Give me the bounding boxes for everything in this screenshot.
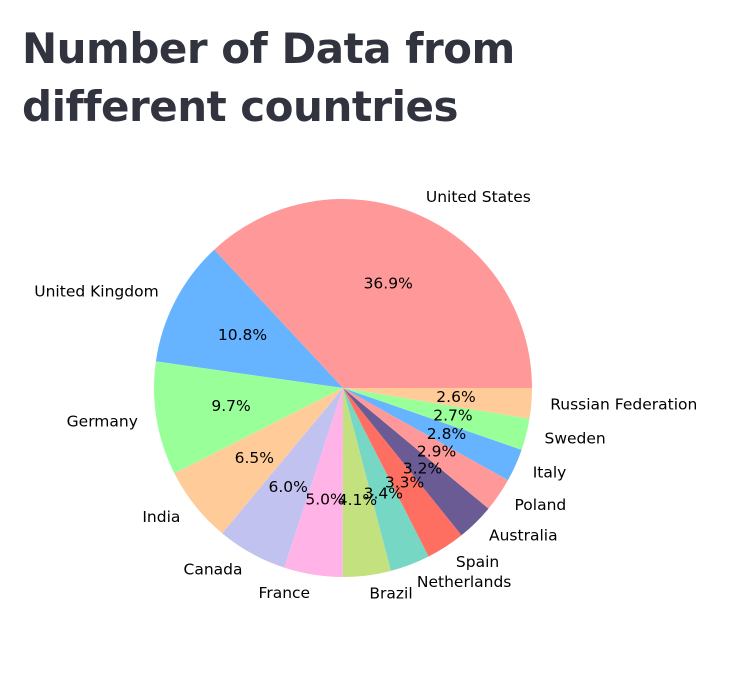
- slice-label-spain: Spain: [456, 553, 499, 571]
- slice-percent-russian-federation: 2.6%: [436, 388, 475, 406]
- pie-slice-russian-federation: [343, 388, 532, 419]
- pie-slice-spain: [343, 388, 462, 557]
- slice-label-netherlands: Netherlands: [417, 573, 511, 591]
- pie-slice-india: [174, 388, 343, 534]
- slice-percent-sweden: 2.7%: [433, 406, 472, 424]
- slice-percent-france: 5.0%: [305, 491, 344, 509]
- slice-percent-italy: 2.8%: [427, 425, 466, 443]
- pie-slice-australia: [343, 388, 489, 536]
- slice-label-italy: Italy: [533, 464, 567, 482]
- slice-percent-australia: 3.2%: [403, 459, 442, 477]
- slice-label-germany: Germany: [67, 412, 138, 430]
- pie-slice-france: [284, 388, 343, 577]
- slice-percent-netherlands: 3.4%: [364, 485, 403, 503]
- slice-label-canada: Canada: [184, 561, 243, 579]
- pie-slice-netherlands: [343, 388, 429, 571]
- slice-label-brazil: Brazil: [369, 585, 412, 603]
- slice-percent-canada: 6.0%: [269, 478, 308, 496]
- pie-slice-canada: [222, 388, 343, 568]
- pie-slice-united-kingdom: [155, 249, 343, 388]
- pie-slices: [154, 198, 533, 578]
- page-title: Number of Data from different countries: [22, 24, 515, 131]
- slice-label-france: France: [259, 584, 311, 602]
- slice-label-united-states: United States: [426, 188, 531, 206]
- slice-percent-spain: 3.3%: [385, 474, 424, 492]
- slice-percent-brazil: 4.1%: [338, 491, 377, 509]
- slice-label-united-kingdom: United Kingdom: [34, 282, 158, 300]
- slice-percent-india: 6.5%: [235, 449, 274, 467]
- pie-slice-germany: [154, 361, 343, 474]
- pie-slice-italy: [343, 388, 522, 481]
- slice-percent-united-states: 36.9%: [364, 275, 413, 293]
- pie-slice-sweden: [343, 388, 530, 450]
- slice-label-russian-federation: Russian Federation: [550, 396, 697, 414]
- slice-label-australia: Australia: [489, 527, 558, 545]
- slice-label-sweden: Sweden: [545, 430, 606, 448]
- slice-percent-united-kingdom: 10.8%: [218, 326, 267, 344]
- slice-label-poland: Poland: [515, 496, 567, 514]
- pie-slice-poland: [343, 388, 508, 509]
- pie-slice-united-states: [214, 198, 533, 388]
- slice-label-india: India: [142, 508, 180, 526]
- slice-percent-germany: 9.7%: [211, 397, 250, 415]
- slice-percent-poland: 2.9%: [417, 443, 456, 461]
- pie-slice-brazil: [342, 388, 391, 578]
- pie-labels: United States 36.9% United Kingdom 10.8% Ger…: [34, 188, 697, 603]
